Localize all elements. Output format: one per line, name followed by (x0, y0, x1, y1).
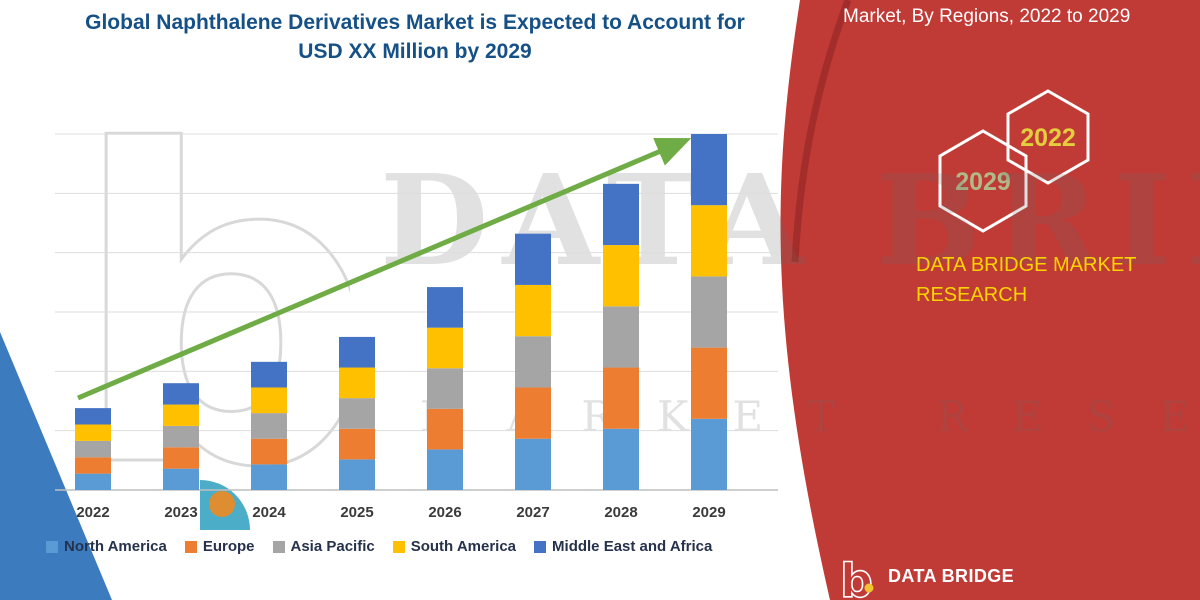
bar-segment-south-america (427, 327, 463, 369)
bar-segment-south-america (603, 245, 639, 307)
legend-item: North America (46, 538, 167, 555)
bar-segment-middle-east-and-africa (603, 183, 639, 246)
bar-segment-middle-east-and-africa (515, 233, 551, 285)
footer-logo-dot-icon (864, 583, 874, 593)
bar-segment-north-america (691, 418, 727, 490)
bar-segment-middle-east-and-africa (163, 383, 199, 405)
bar-segment-north-america (163, 468, 199, 490)
hexagon-2022 (1006, 89, 1090, 185)
logo-watermark-dot-icon (209, 491, 235, 517)
x-tick-label: 2029 (692, 504, 725, 521)
red-accent-stripe (791, 0, 852, 263)
bar-segment-north-america (251, 464, 287, 490)
hexagon-2022-label: 2022 (1020, 124, 1076, 152)
chart-title-line-1: Global Naphthalene Derivatives Market is… (85, 11, 745, 34)
brand-text-line-2: RESEARCH (916, 284, 1028, 306)
footer-brand-text: DATA BRIDGE (888, 566, 1015, 586)
bar-segment-asia-pacific (339, 398, 375, 429)
blue-corner-accent (0, 332, 112, 600)
bar-segment-asia-pacific (75, 440, 111, 458)
legend-label: South America (410, 538, 517, 555)
legend-swatch (534, 540, 547, 553)
stacked-bar-chart: 2022 2023 2024 2025 2026 2027 2028 2029 (55, 133, 778, 521)
bar-segment-europe (75, 457, 111, 474)
legend-swatch (272, 540, 285, 553)
bar-segment-asia-pacific (163, 425, 199, 448)
logo-watermark: b (69, 61, 351, 561)
x-tick-label: 2024 (252, 504, 286, 521)
legend-label: Europe (202, 538, 255, 555)
bar-segment-europe (163, 447, 199, 469)
legend-label: Asia Pacific (290, 538, 375, 555)
red-side-panel (780, 0, 1200, 600)
legend-item: Europe (184, 538, 255, 555)
bar-segment-south-america (163, 404, 199, 426)
x-tick-label: 2025 (340, 504, 373, 521)
bar-segment-asia-pacific (515, 336, 551, 388)
bar-segment-south-america (515, 284, 551, 337)
x-tick-label: 2022 (76, 504, 109, 521)
bar-segment-europe (427, 408, 463, 450)
bar-segment-asia-pacific (691, 276, 727, 348)
hexagon-2029-label: 2029 (955, 168, 1011, 196)
x-tick-label: 2026 (428, 504, 461, 521)
x-tick-label: 2028 (604, 504, 637, 521)
hexagon-2029 (938, 129, 1028, 233)
bar-segment-middle-east-and-africa (251, 361, 287, 388)
bar-segment-europe (515, 387, 551, 439)
bar-segment-north-america (515, 438, 551, 490)
logo-watermark-b-icon: b (70, 62, 350, 560)
panel-heading: Market, By Regions, 2022 to 2029 (843, 6, 1131, 27)
bar-segment-asia-pacific (251, 413, 287, 439)
brand-text-line-1: DATA BRIDGE MARKET (916, 254, 1137, 276)
bar-segment-middle-east-and-africa (427, 287, 463, 328)
legend-swatch (184, 540, 197, 553)
x-tick-label: 2027 (516, 504, 549, 521)
bar-segment-europe (339, 428, 375, 460)
footer-logo-icon: b (840, 554, 873, 600)
bar-segment-middle-east-and-africa (75, 408, 111, 425)
bar-segment-europe (251, 438, 287, 465)
legend-label: North America (64, 538, 167, 555)
bar-segment-south-america (75, 424, 111, 441)
bar-segment-south-america (251, 387, 287, 414)
bar-segment-middle-east-and-africa (339, 336, 375, 368)
chart-title: Global Naphthalene Derivatives Market is… (40, 8, 790, 67)
x-tick-label: 2023 (164, 504, 197, 521)
bar-segment-asia-pacific (427, 368, 463, 409)
legend-item: Middle East and Africa (534, 538, 712, 555)
brand-text: DATA BRIDGE MARKET RESEARCH (916, 250, 1136, 310)
bar-segment-europe (691, 347, 727, 419)
chart-legend: North America Europe Asia Pacific South Ame… (46, 538, 712, 555)
trend-arrow (77, 137, 692, 401)
bar-segment-north-america (427, 449, 463, 490)
bar-segment-middle-east-and-africa (691, 134, 727, 206)
legend-item: South America (392, 538, 517, 555)
bar-segment-south-america (339, 367, 375, 399)
bar-segment-south-america (691, 205, 727, 277)
bar-segment-north-america (75, 473, 111, 490)
chart-title-line-2: USD XX Million by 2029 (298, 40, 532, 64)
bar-segment-north-america (339, 459, 375, 490)
bar-segment-europe (603, 367, 639, 429)
bar-segment-asia-pacific (603, 306, 639, 368)
legend-swatch (392, 540, 405, 553)
legend-item: Asia Pacific (272, 538, 375, 555)
bar-segment-north-america (603, 428, 639, 490)
legend-label: Middle East and Africa (552, 538, 713, 555)
legend-swatch (46, 540, 58, 553)
